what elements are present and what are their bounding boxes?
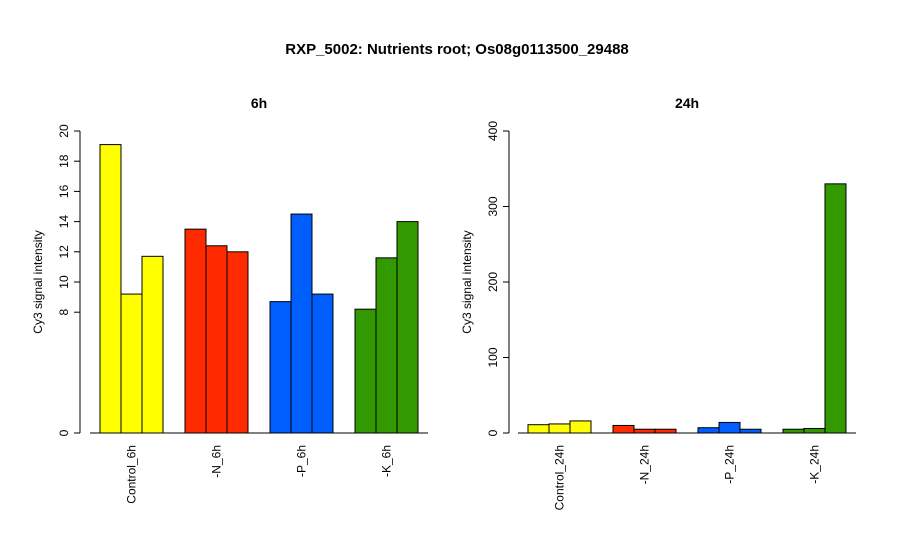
y-tick-label: 12 (57, 245, 71, 259)
bar (226, 251, 249, 434)
y-tick-label: 8 (57, 309, 71, 316)
x-tick-label: -P_6h (295, 445, 309, 477)
bar (697, 427, 720, 434)
y-tick-label: 400 (486, 121, 500, 141)
bar (612, 424, 635, 434)
bar (396, 221, 419, 434)
y-tick-label: 300 (486, 196, 500, 216)
y-tick-label: 18 (57, 154, 71, 168)
bar (654, 428, 677, 434)
y-tick-label: 10 (57, 275, 71, 289)
panel-title: 6h (251, 95, 267, 111)
y-axis-label: Cy3 signal intensity (31, 230, 45, 333)
y-tick-label: 0 (486, 429, 500, 436)
bar (311, 293, 334, 434)
y-axis-label: Cy3 signal intensity (460, 230, 474, 333)
y-tick-label: 14 (57, 215, 71, 229)
y-tick-label: 100 (486, 347, 500, 367)
bar (375, 257, 398, 434)
bar (824, 183, 847, 434)
bar (354, 308, 377, 434)
bar (120, 293, 143, 434)
bar (782, 428, 805, 434)
y-tick-label: 20 (57, 124, 71, 138)
x-tick-label: -K_24h (808, 445, 822, 484)
bar (718, 421, 741, 434)
bar (290, 213, 313, 434)
x-tick-label: Control_24h (553, 445, 567, 510)
y-tick-label: 200 (486, 272, 500, 292)
bar (141, 255, 164, 434)
bar (569, 420, 592, 434)
bar (527, 424, 550, 434)
bar (205, 245, 228, 434)
x-tick-label: -K_6h (380, 445, 394, 477)
bar (739, 428, 762, 434)
bar (548, 423, 571, 434)
bar (633, 428, 656, 434)
bar (803, 427, 826, 434)
x-tick-label: -N_24h (638, 445, 652, 484)
y-tick-label: 0 (57, 429, 71, 436)
bar (184, 228, 207, 434)
figure-title: RXP_5002: Nutrients root; Os08g0113500_2… (285, 41, 629, 58)
x-tick-label: -P_24h (723, 445, 737, 484)
x-tick-label: -N_6h (210, 445, 224, 478)
panel-title: 24h (675, 95, 699, 111)
bar (99, 144, 122, 434)
x-tick-label: Control_6h (125, 445, 139, 504)
bar (269, 301, 292, 434)
y-tick-label: 16 (57, 184, 71, 198)
